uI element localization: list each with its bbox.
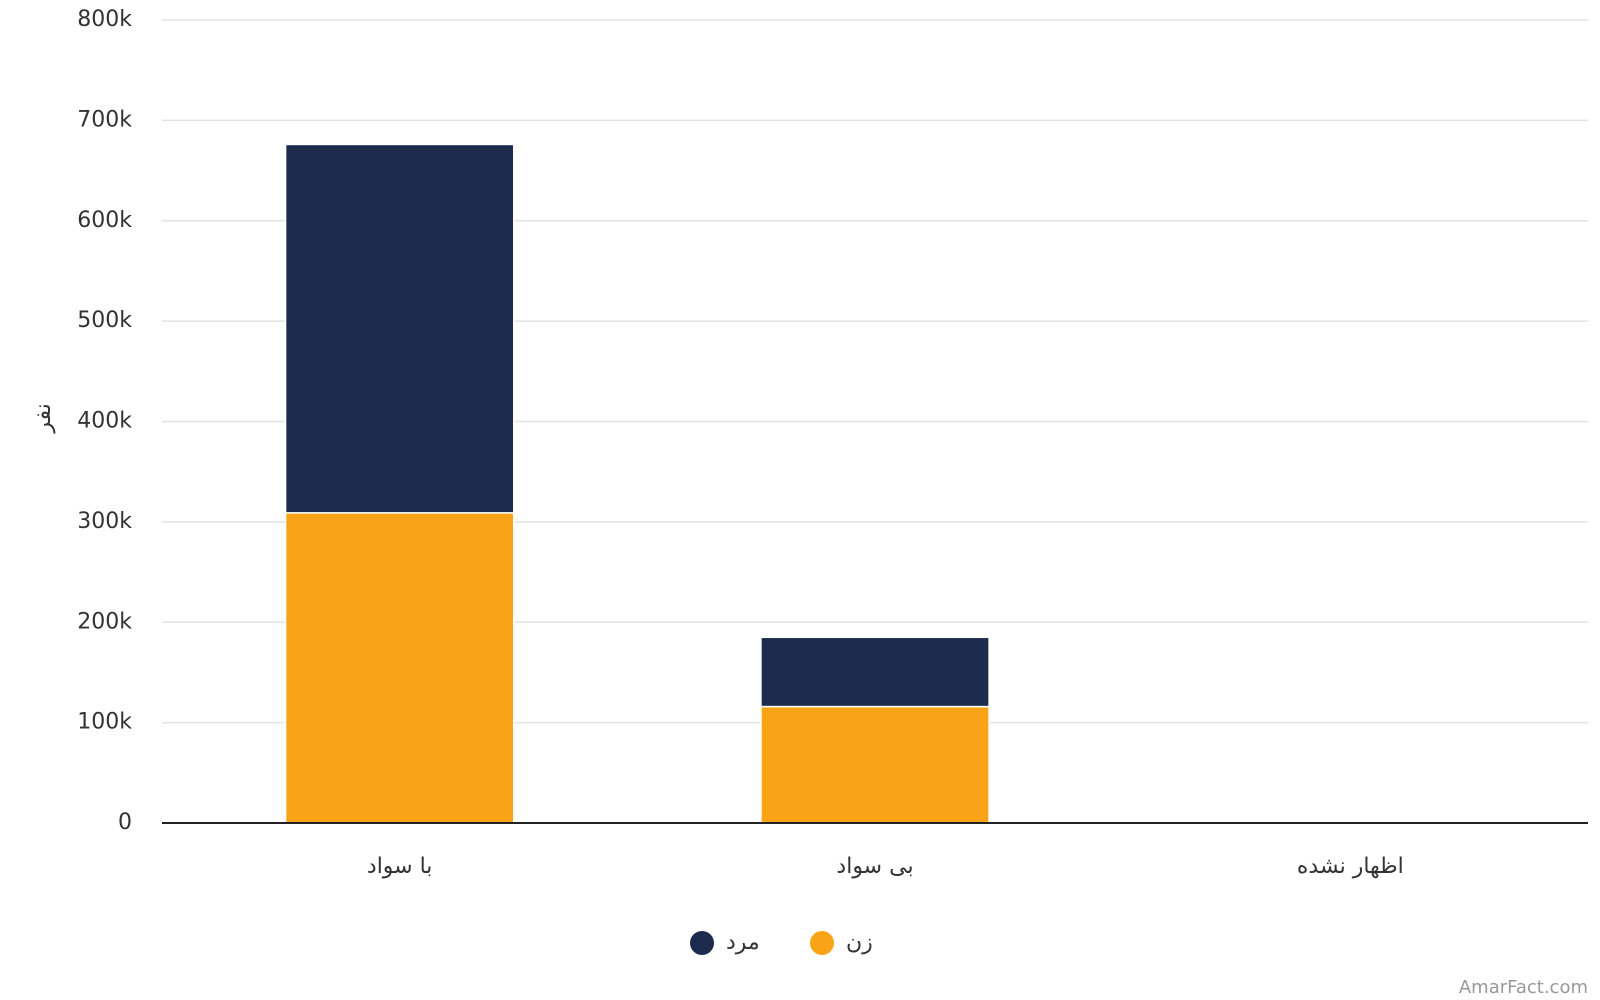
y-tick-label: 300k <box>77 509 132 534</box>
y-tick-label: 800k <box>77 7 132 32</box>
y-axis-label: نفر <box>31 403 56 433</box>
y-tick-label: 500k <box>77 308 132 333</box>
y-tick-label: 200k <box>77 609 132 634</box>
bar-segment <box>760 705 990 824</box>
y-tick-label: 600k <box>77 208 132 233</box>
legend-label: زن <box>846 930 873 955</box>
bar-segment <box>284 143 515 514</box>
legend-label: مرد <box>726 930 760 955</box>
credit: AmarFact.com <box>1459 977 1588 998</box>
x-tick-label: بی سواد <box>836 854 913 879</box>
y-tick-label: 400k <box>77 409 132 434</box>
x-tick-label: با سواد <box>367 854 433 879</box>
bar-segment <box>760 636 990 708</box>
legend-marker <box>810 931 834 955</box>
y-tick-label: 0 <box>118 810 132 835</box>
bar-segment <box>284 512 515 824</box>
legend-marker <box>690 931 714 955</box>
y-tick-label: 700k <box>77 107 132 132</box>
x-tick-label: اظهار نشده <box>1297 854 1404 879</box>
y-tick-label: 100k <box>77 710 132 735</box>
